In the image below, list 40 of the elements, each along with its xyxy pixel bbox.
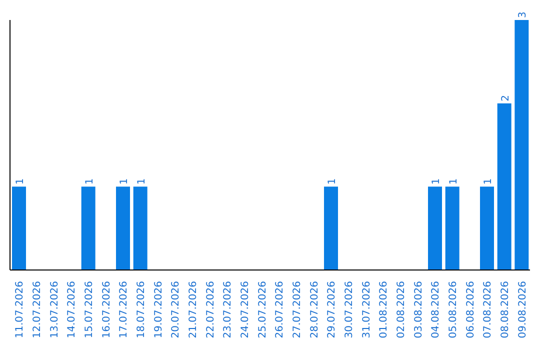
- data-label: 1: [431, 178, 442, 185]
- x-tick-label: 21.07.2026: [188, 281, 199, 338]
- x-tick-label: 23.07.2026: [222, 281, 234, 338]
- x-tick-label: 22.07.2026: [205, 281, 216, 338]
- x-tick-label: 07.08.2026: [482, 281, 494, 338]
- x-tick-label: 04.08.2026: [430, 281, 442, 338]
- data-label: 1: [119, 178, 130, 185]
- data-label: 3: [518, 12, 529, 18]
- x-tick-label: 09.08.2026: [517, 281, 528, 338]
- data-label: 1: [136, 178, 148, 185]
- data-label: 1: [448, 178, 460, 185]
- data-label: 1: [483, 178, 494, 185]
- x-tick-label: 02.08.2026: [396, 281, 407, 338]
- x-tick-label: 05.08.2026: [448, 281, 459, 338]
- x-tick-label: 12.07.2026: [32, 281, 43, 338]
- x-tick-label: 01.08.2026: [378, 281, 390, 338]
- x-tick-label: 20.07.2026: [170, 281, 182, 338]
- x-tick-label: 14.07.2026: [66, 281, 78, 338]
- x-tick-label: 27.07.2026: [292, 281, 303, 338]
- x-tick-label: 30.07.2026: [344, 281, 355, 338]
- x-tick-label: 25.07.2026: [257, 281, 268, 338]
- x-tick-label: 03.08.2026: [413, 281, 424, 338]
- x-tick-label: 28.07.2026: [309, 281, 320, 338]
- data-label: 1: [327, 178, 338, 185]
- x-tick-label: 26.07.2026: [274, 281, 286, 338]
- data-label: 1: [84, 178, 96, 185]
- x-tick-label: 31.07.2026: [361, 281, 372, 338]
- x-tick-label: 08.08.2026: [500, 281, 511, 338]
- x-tick-label: 19.07.2026: [153, 281, 164, 338]
- x-tick-label: 24.07.2026: [240, 281, 251, 338]
- x-tick-label: 15.07.2026: [84, 281, 95, 338]
- x-tick-label: 11.07.2026: [14, 281, 26, 338]
- x-tick-label: 18.07.2026: [136, 281, 147, 338]
- x-tick-label: 17.07.2026: [118, 281, 130, 338]
- data-label: 2: [500, 94, 512, 102]
- x-tick-label: 06.08.2026: [465, 281, 476, 338]
- x-tick-label: 29.07.2026: [326, 281, 338, 338]
- x-tick-label: 13.07.2026: [49, 281, 60, 338]
- data-label: 1: [15, 178, 26, 185]
- x-tick-label: 16.07.2026: [101, 281, 112, 338]
